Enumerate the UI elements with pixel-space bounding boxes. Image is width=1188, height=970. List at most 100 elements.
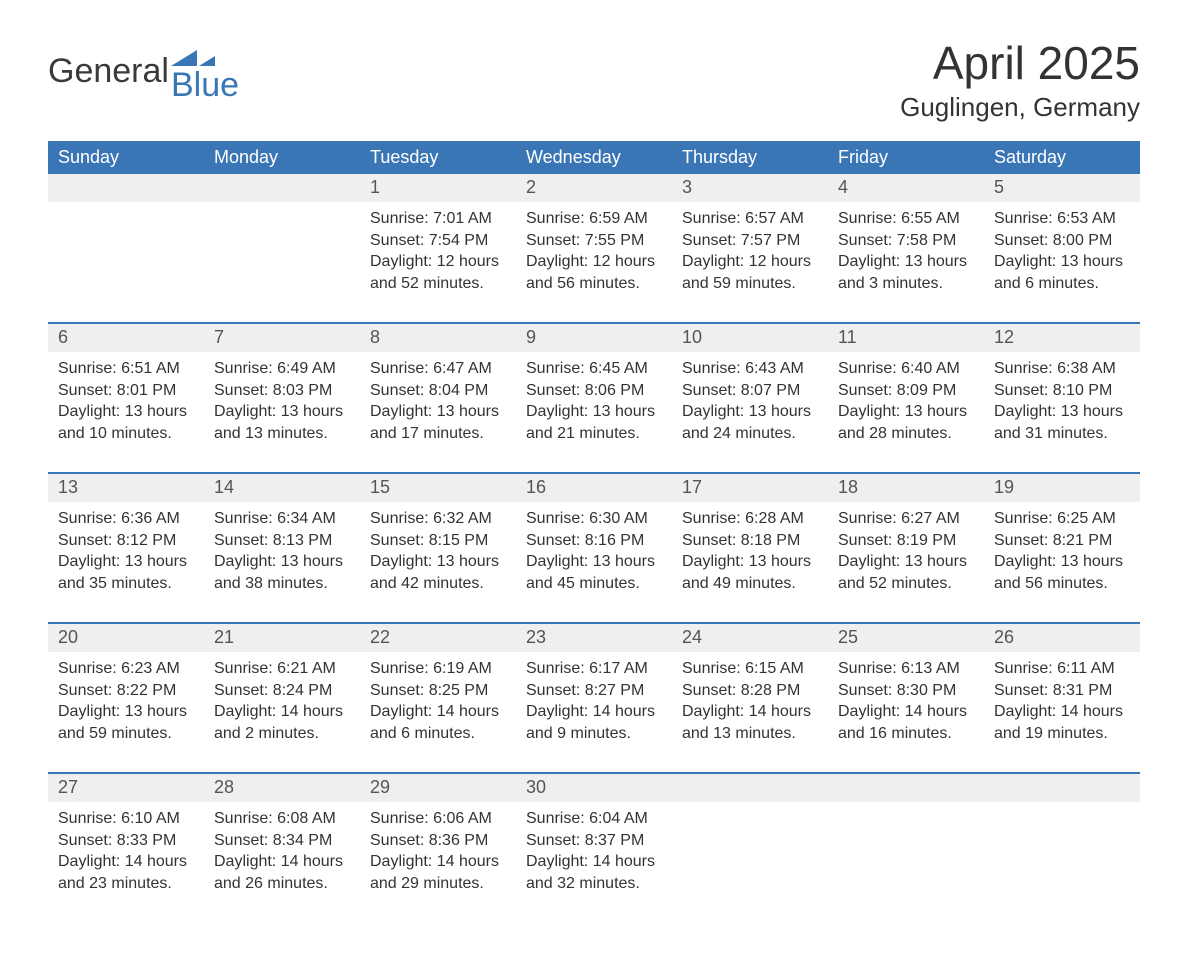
- sunset-text: Sunset: 8:07 PM: [682, 380, 818, 402]
- day-cell: Sunrise: 6:17 AMSunset: 8:27 PMDaylight:…: [516, 652, 672, 772]
- day-number: 30: [516, 774, 672, 802]
- sunrise-text: Sunrise: 6:15 AM: [682, 658, 818, 680]
- sunset-text: Sunset: 8:04 PM: [370, 380, 506, 402]
- sunrise-text: Sunrise: 6:13 AM: [838, 658, 974, 680]
- title-block: April 2025 Guglingen, Germany: [900, 40, 1140, 123]
- day-cell: Sunrise: 6:21 AMSunset: 8:24 PMDaylight:…: [204, 652, 360, 772]
- day-number: [828, 774, 984, 802]
- sunset-text: Sunset: 8:09 PM: [838, 380, 974, 402]
- day-number: 3: [672, 174, 828, 202]
- day-number: 27: [48, 774, 204, 802]
- day-cell: [204, 202, 360, 322]
- day-cell: Sunrise: 6:45 AMSunset: 8:06 PMDaylight:…: [516, 352, 672, 472]
- sunrise-text: Sunrise: 6:51 AM: [58, 358, 194, 380]
- day-number: 28: [204, 774, 360, 802]
- day-content-row: Sunrise: 6:10 AMSunset: 8:33 PMDaylight:…: [48, 802, 1140, 922]
- sunset-text: Sunset: 8:15 PM: [370, 530, 506, 552]
- day-cell: Sunrise: 6:55 AMSunset: 7:58 PMDaylight:…: [828, 202, 984, 322]
- day-cell: Sunrise: 6:10 AMSunset: 8:33 PMDaylight:…: [48, 802, 204, 922]
- daylight-text: Daylight: 13 hours and 21 minutes.: [526, 401, 662, 444]
- daylight-text: Daylight: 14 hours and 2 minutes.: [214, 701, 350, 744]
- day-number: 16: [516, 474, 672, 502]
- sunrise-text: Sunrise: 6:30 AM: [526, 508, 662, 530]
- day-number: 17: [672, 474, 828, 502]
- sunrise-text: Sunrise: 6:49 AM: [214, 358, 350, 380]
- day-cell: Sunrise: 6:34 AMSunset: 8:13 PMDaylight:…: [204, 502, 360, 622]
- day-cell: Sunrise: 7:01 AMSunset: 7:54 PMDaylight:…: [360, 202, 516, 322]
- daylight-text: Daylight: 14 hours and 6 minutes.: [370, 701, 506, 744]
- sunset-text: Sunset: 8:21 PM: [994, 530, 1130, 552]
- day-number: 7: [204, 324, 360, 352]
- day-cell: Sunrise: 6:06 AMSunset: 8:36 PMDaylight:…: [360, 802, 516, 922]
- daylight-text: Daylight: 13 hours and 13 minutes.: [214, 401, 350, 444]
- day-cell: Sunrise: 6:57 AMSunset: 7:57 PMDaylight:…: [672, 202, 828, 322]
- sunrise-text: Sunrise: 6:53 AM: [994, 208, 1130, 230]
- day-cell: Sunrise: 6:04 AMSunset: 8:37 PMDaylight:…: [516, 802, 672, 922]
- day-cell: Sunrise: 6:36 AMSunset: 8:12 PMDaylight:…: [48, 502, 204, 622]
- sunset-text: Sunset: 8:03 PM: [214, 380, 350, 402]
- day-cell: [672, 802, 828, 922]
- day-cell: Sunrise: 6:25 AMSunset: 8:21 PMDaylight:…: [984, 502, 1140, 622]
- daylight-text: Daylight: 13 hours and 17 minutes.: [370, 401, 506, 444]
- day-content-row: Sunrise: 6:51 AMSunset: 8:01 PM Daylight:…: [48, 352, 1140, 472]
- day-cell: Sunrise: 6:28 AMSunset: 8:18 PMDaylight:…: [672, 502, 828, 622]
- day-cell: Sunrise: 6:59 AMSunset: 7:55 PMDaylight:…: [516, 202, 672, 322]
- day-cell: Sunrise: 6:47 AMSunset: 8:04 PMDaylight:…: [360, 352, 516, 472]
- sunrise-text: Sunrise: 6:40 AM: [838, 358, 974, 380]
- sunrise-text: Sunrise: 6:32 AM: [370, 508, 506, 530]
- daylight-text: Daylight: 13 hours and 56 minutes.: [994, 551, 1130, 594]
- sunrise-text: Sunrise: 7:01 AM: [370, 208, 506, 230]
- daylight-text: Daylight: 14 hours and 19 minutes.: [994, 701, 1130, 744]
- page-header: General Blue April 2025 Guglingen, Germa…: [48, 40, 1140, 123]
- sunset-text: Sunset: 8:19 PM: [838, 530, 974, 552]
- daylight-text: Daylight: 13 hours and 3 minutes.: [838, 251, 974, 294]
- sunrise-text: Sunrise: 6:36 AM: [58, 508, 194, 530]
- day-cell: Sunrise: 6:32 AMSunset: 8:15 PMDaylight:…: [360, 502, 516, 622]
- week-row: 12345Sunrise: 7:01 AMSunset: 7:54 PMDayl…: [48, 174, 1140, 322]
- day-cell: Sunrise: 6:15 AMSunset: 8:28 PMDaylight:…: [672, 652, 828, 772]
- week-row: 20212223242526Sunrise: 6:23 AMSunset: 8:…: [48, 622, 1140, 772]
- day-number: 26: [984, 624, 1140, 652]
- sunset-text: Sunset: 8:16 PM: [526, 530, 662, 552]
- day-number: 18: [828, 474, 984, 502]
- day-number: 4: [828, 174, 984, 202]
- sunrise-text: Sunrise: 6:45 AM: [526, 358, 662, 380]
- day-number: 21: [204, 624, 360, 652]
- day-cell: Sunrise: 6:11 AMSunset: 8:31 PMDaylight:…: [984, 652, 1140, 772]
- sunset-text: Sunset: 7:58 PM: [838, 230, 974, 252]
- sunrise-text: Sunrise: 6:23 AM: [58, 658, 194, 680]
- day-number: 11: [828, 324, 984, 352]
- logo: General Blue: [48, 40, 239, 102]
- day-number: [48, 174, 204, 202]
- sunrise-text: Sunrise: 6:10 AM: [58, 808, 194, 830]
- day-number: 13: [48, 474, 204, 502]
- daylight-text: Daylight: 13 hours and 42 minutes.: [370, 551, 506, 594]
- day-cell: [828, 802, 984, 922]
- day-number: 6: [48, 324, 204, 352]
- calendar-grid: Sunday Monday Tuesday Wednesday Thursday…: [48, 141, 1140, 922]
- day-cell: Sunrise: 6:23 AMSunset: 8:22 PMDaylight:…: [48, 652, 204, 772]
- daylight-text: Daylight: 13 hours and 28 minutes.: [838, 401, 974, 444]
- weekday-header: Friday: [828, 141, 984, 174]
- sunrise-text: Sunrise: 6:19 AM: [370, 658, 506, 680]
- daylight-text: Daylight: 14 hours and 23 minutes.: [58, 851, 194, 894]
- daylight-text: Daylight: 14 hours and 32 minutes.: [526, 851, 662, 894]
- sunset-text: Sunset: 8:01 PM: [58, 380, 194, 402]
- logo-text-blue: Blue: [171, 68, 239, 102]
- weekday-header: Thursday: [672, 141, 828, 174]
- day-number: 23: [516, 624, 672, 652]
- weeks-container: 12345Sunrise: 7:01 AMSunset: 7:54 PMDayl…: [48, 174, 1140, 922]
- weekday-header: Tuesday: [360, 141, 516, 174]
- sunrise-text: Sunrise: 6:55 AM: [838, 208, 974, 230]
- daylight-text: Daylight: 13 hours and 24 minutes.: [682, 401, 818, 444]
- daylight-text: Daylight: 13 hours and 38 minutes.: [214, 551, 350, 594]
- day-number-row: 13141516171819: [48, 474, 1140, 502]
- daylight-text: Daylight: 12 hours and 52 minutes.: [370, 251, 506, 294]
- weekday-header: Sunday: [48, 141, 204, 174]
- sunset-text: Sunset: 8:00 PM: [994, 230, 1130, 252]
- sunrise-text: Sunrise: 6:04 AM: [526, 808, 662, 830]
- daylight-text: Daylight: 13 hours and 52 minutes.: [838, 551, 974, 594]
- weekday-header: Wednesday: [516, 141, 672, 174]
- sunset-text: Sunset: 8:34 PM: [214, 830, 350, 852]
- sunset-text: Sunset: 8:27 PM: [526, 680, 662, 702]
